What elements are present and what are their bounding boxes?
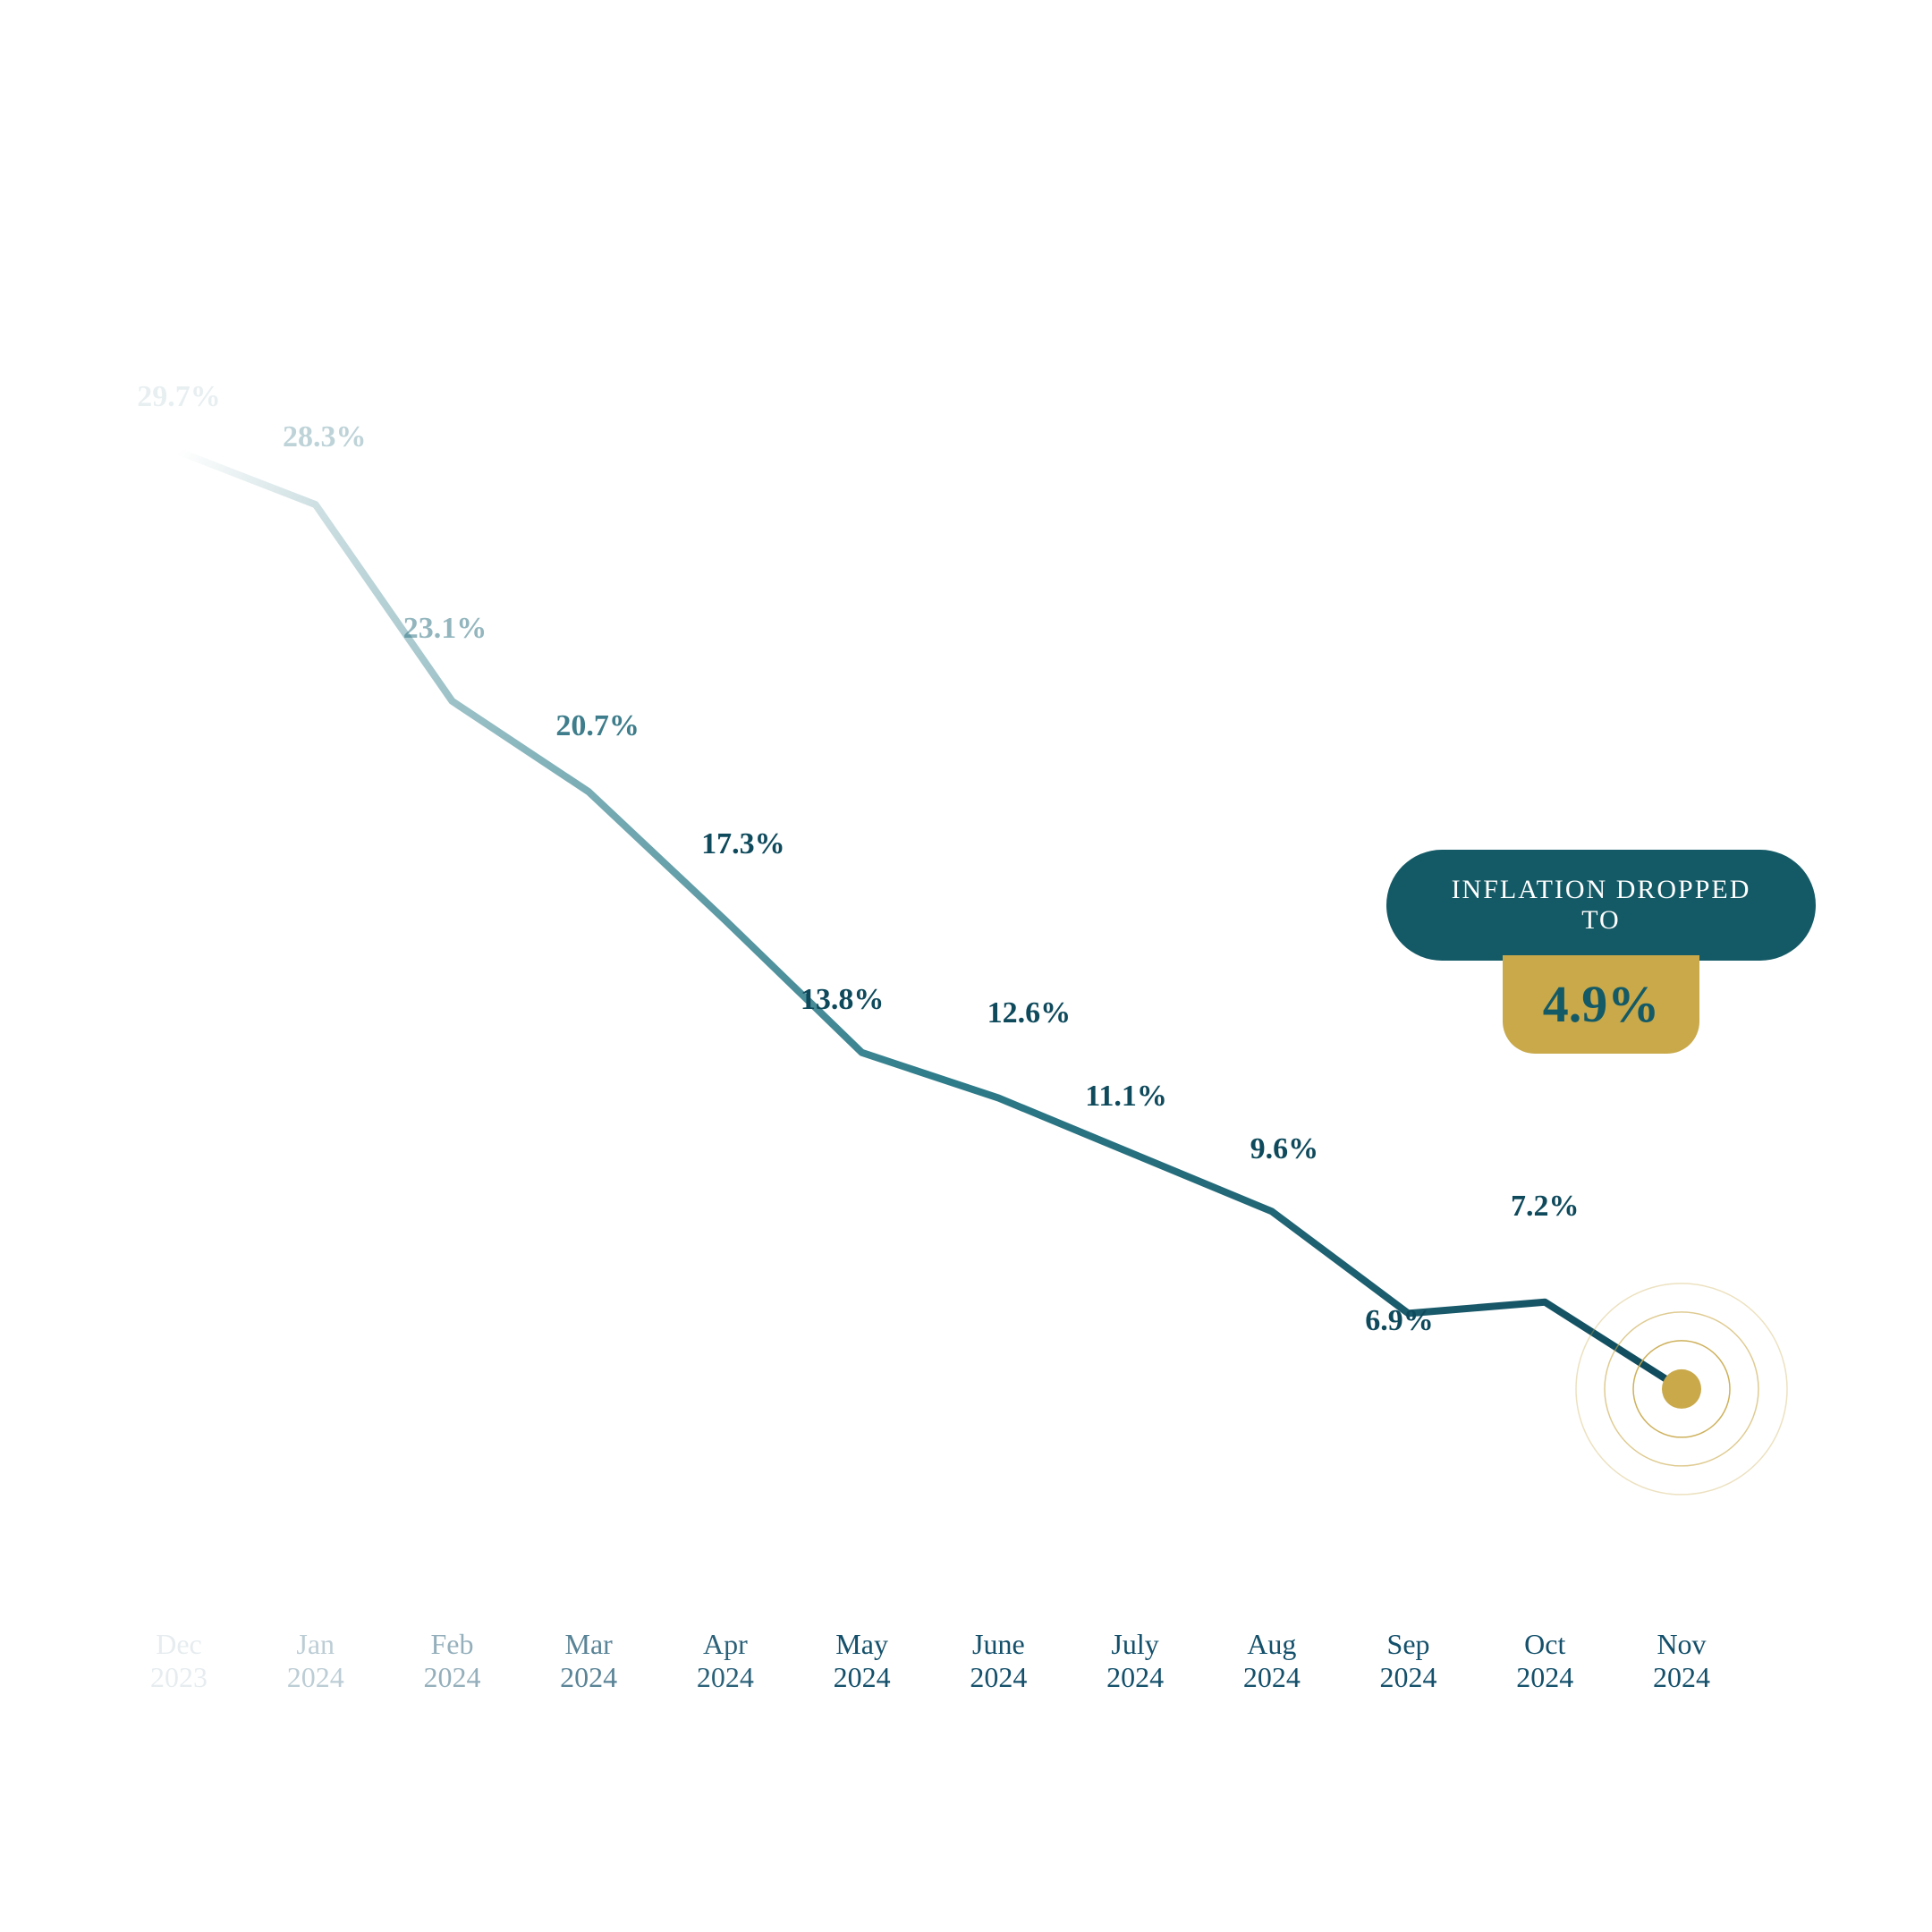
callout-value-text: 4.9% xyxy=(1543,975,1660,1033)
x-axis-label: May2024 xyxy=(834,1628,891,1694)
x-axis-label: Sep2024 xyxy=(1380,1628,1437,1694)
x-axis-label: Mar2024 xyxy=(560,1628,617,1694)
x-axis-label: Jan2024 xyxy=(287,1628,344,1694)
data-point-label: 11.1% xyxy=(1085,1080,1167,1114)
inflation-callout: INFLATION DROPPED TO 4.9% xyxy=(1386,850,1816,1054)
data-point-label: 7.2% xyxy=(1511,1190,1580,1224)
data-point-label: 29.7% xyxy=(137,380,221,414)
callout-title: INFLATION DROPPED TO xyxy=(1386,850,1816,961)
x-axis-label: Dec2023 xyxy=(150,1628,208,1694)
data-point-label: 20.7% xyxy=(555,709,640,743)
data-point-label: 13.8% xyxy=(801,983,885,1017)
x-axis-label: June2024 xyxy=(970,1628,1027,1694)
callout-title-text: INFLATION DROPPED TO xyxy=(1452,875,1751,935)
data-point-label: 28.3% xyxy=(283,420,367,454)
x-axis-label: July2024 xyxy=(1106,1628,1164,1694)
x-axis-label: Feb2024 xyxy=(423,1628,480,1694)
endpoint-dot xyxy=(1662,1369,1701,1409)
data-point-label: 23.1% xyxy=(403,612,487,646)
data-point-label: 17.3% xyxy=(701,827,785,861)
x-axis-label: Apr2024 xyxy=(697,1628,754,1694)
data-point-label: 6.9% xyxy=(1365,1304,1434,1338)
data-point-label: 9.6% xyxy=(1250,1132,1319,1166)
callout-value-tag: 4.9% xyxy=(1503,955,1699,1054)
x-axis-label: Aug2024 xyxy=(1243,1628,1301,1694)
x-axis-label: Nov2024 xyxy=(1653,1628,1710,1694)
data-point-label: 12.6% xyxy=(987,996,1072,1030)
x-axis-label: Oct2024 xyxy=(1516,1628,1573,1694)
